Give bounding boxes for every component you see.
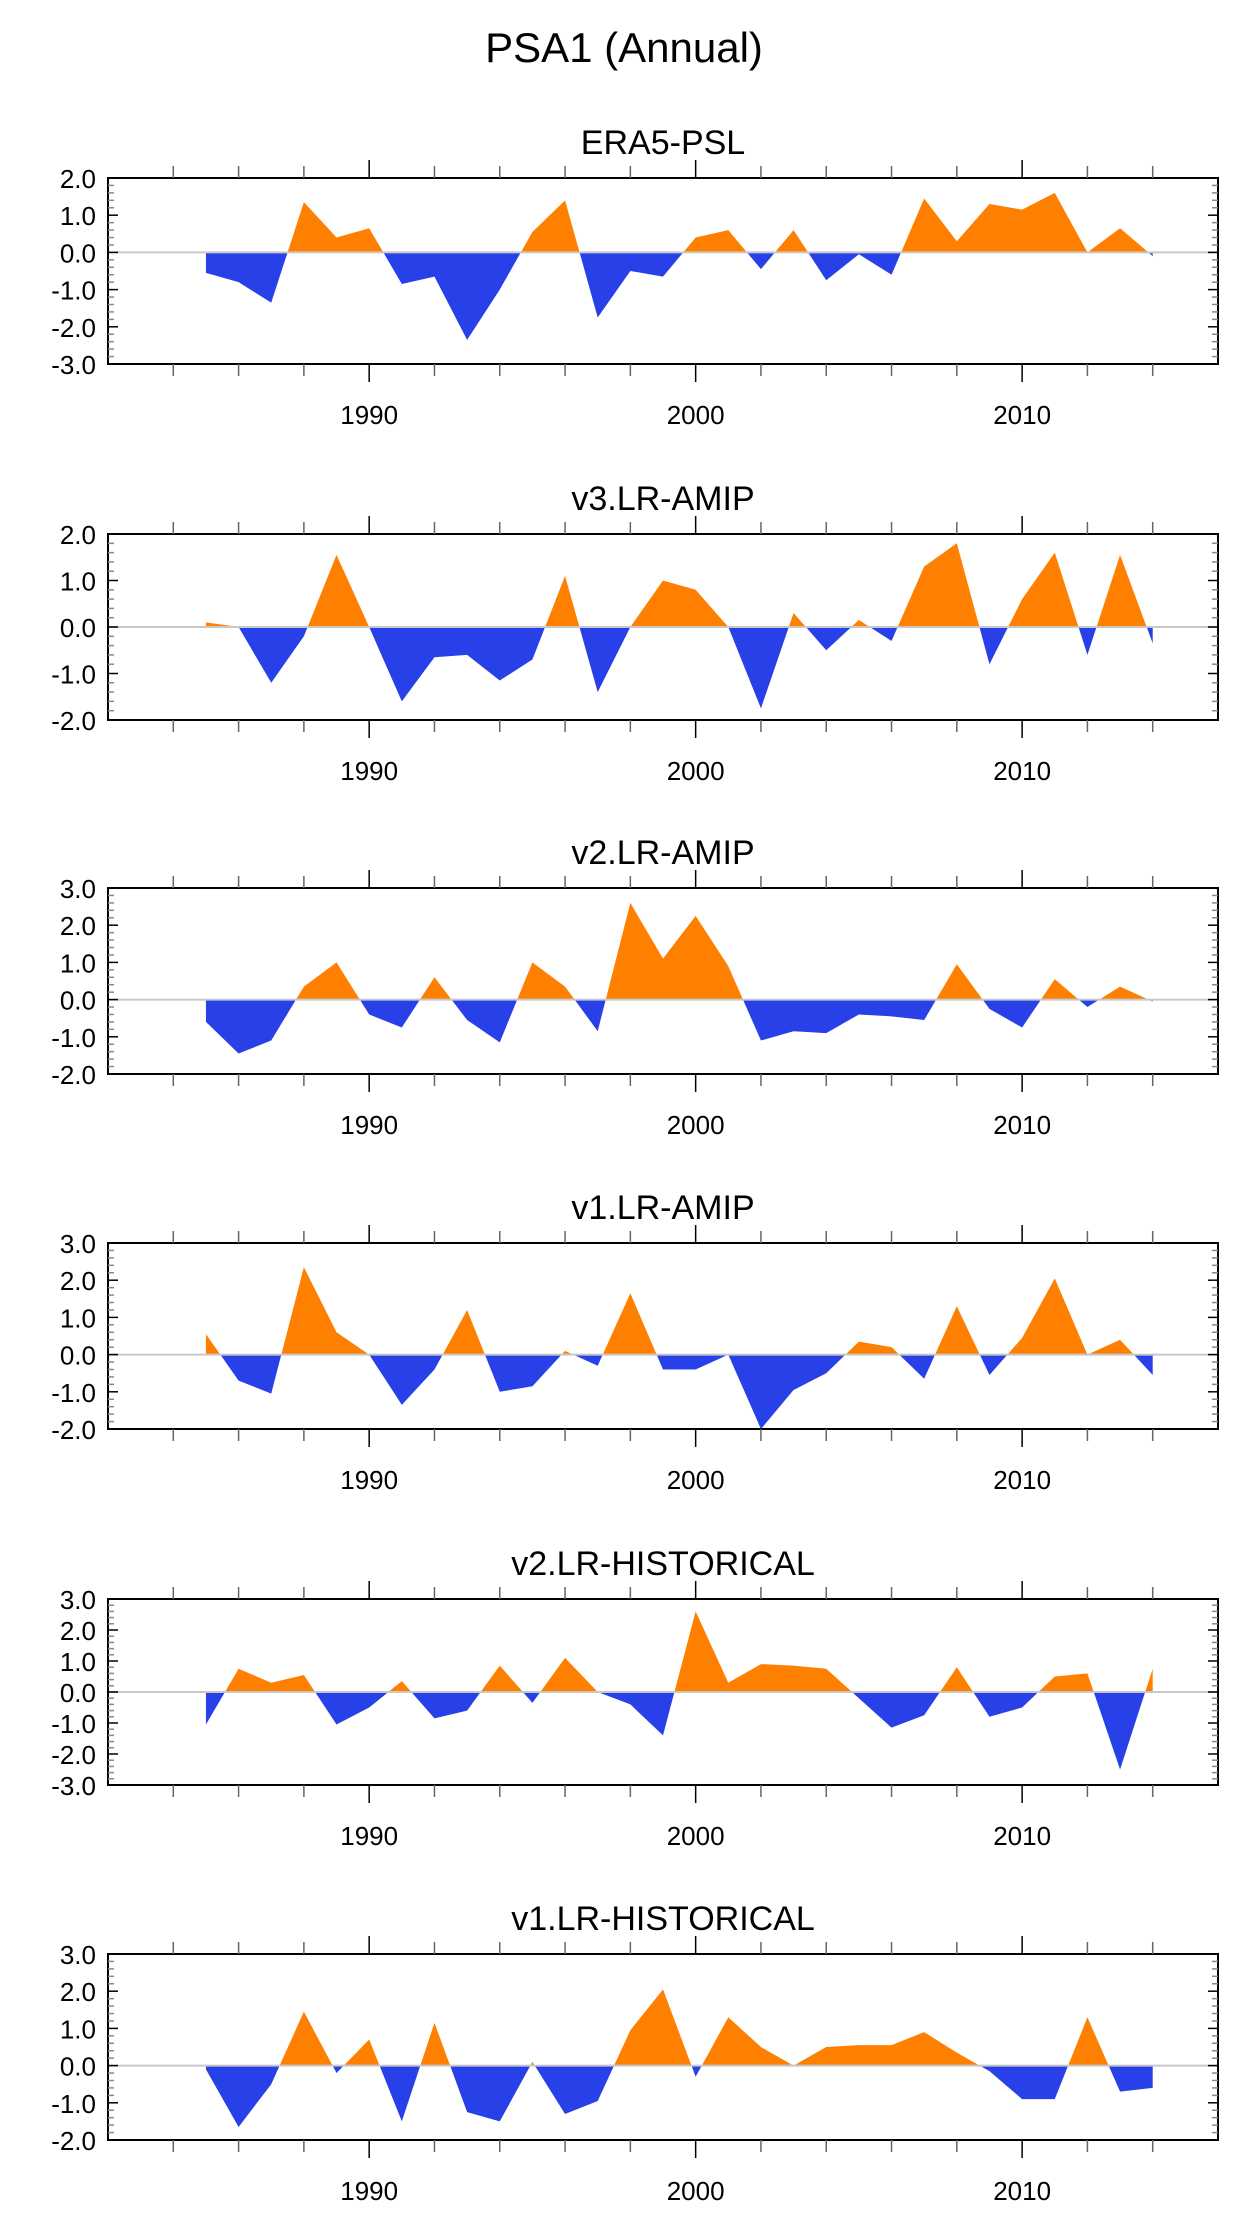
plot-frame: [107, 887, 1219, 1075]
x-tick-label: 2010: [993, 1110, 1051, 1140]
y-tick-label: -2.0: [51, 706, 96, 736]
negative-area: [205, 1354, 1153, 1429]
positive-area: [279, 1989, 1109, 2066]
y-tick-label: 1.0: [60, 2014, 96, 2044]
y-tick-label: 1.0: [60, 948, 96, 978]
y-tick-label: 3.0: [60, 1229, 96, 1259]
y-tick-label: -1.0: [51, 276, 96, 306]
panel-title: v2.LR-HISTORICAL: [511, 1545, 815, 1583]
y-tick-label: 3.0: [60, 1585, 96, 1615]
y-tick-label: -3.0: [51, 350, 96, 380]
y-tick-label: -2.0: [51, 2126, 96, 2156]
plot-frame: [107, 1953, 1219, 2141]
x-tick-label: 1990: [340, 756, 398, 786]
y-tick-label: -2.0: [51, 1415, 96, 1445]
plot-frame: [107, 177, 1219, 365]
x-tick-label: 1990: [340, 2176, 398, 2206]
negative-area: [205, 1692, 1153, 1770]
y-tick-label: 2.0: [60, 1266, 96, 1296]
x-tick-label: 2000: [667, 2176, 725, 2206]
y-tick-label: 0.0: [60, 986, 96, 1016]
y-tick-label: 2.0: [60, 1616, 96, 1646]
y-tick-label: 3.0: [60, 1940, 96, 1970]
panel-0: ERA5-PSL -3.0 -2.0 -1.0 0.0 1.0 2.0 1990 2000 201…: [51, 124, 1219, 430]
y-tick-label: 3.0: [60, 874, 96, 904]
x-tick-label: 2000: [667, 1821, 725, 1851]
panel-title: v2.LR-AMIP: [571, 834, 754, 872]
x-tick-label: 1990: [340, 400, 398, 430]
x-tick-label: 2000: [667, 400, 725, 430]
negative-area: [205, 627, 1153, 709]
positive-area: [205, 192, 1153, 253]
negative-area: [205, 2065, 1153, 2127]
y-tick-label: 1.0: [60, 201, 96, 231]
y-tick-label: 1.0: [60, 567, 96, 597]
x-tick-label: 2000: [667, 1465, 725, 1495]
positive-area: [296, 902, 1149, 1000]
y-tick-label: 1.0: [60, 1303, 96, 1333]
plot-frame: [107, 1242, 1219, 1430]
y-tick-label: 0.0: [60, 1341, 96, 1371]
figure-title: PSA1 (Annual): [485, 24, 763, 71]
panel-title: ERA5-PSL: [581, 124, 745, 162]
panel-title: v1.LR-AMIP: [571, 1189, 754, 1227]
x-tick-label: 2010: [993, 2176, 1051, 2206]
y-tick-label: 2.0: [60, 1977, 96, 2007]
x-tick-label: 1990: [340, 1465, 398, 1495]
y-tick-label: -1.0: [51, 2089, 96, 2119]
negative-area: [205, 999, 1153, 1054]
positive-area: [205, 1267, 1134, 1355]
y-tick-label: 2.0: [60, 911, 96, 941]
x-tick-label: 1990: [340, 1821, 398, 1851]
x-tick-label: 1990: [340, 1110, 398, 1140]
y-tick-label: -2.0: [51, 1060, 96, 1090]
y-tick-label: -1.0: [51, 1378, 96, 1408]
x-tick-label: 2000: [667, 756, 725, 786]
x-tick-label: 2010: [993, 400, 1051, 430]
panel-title: v1.LR-HISTORICAL: [511, 1900, 815, 1938]
negative-area: [205, 252, 1153, 340]
panel-2: v2.LR-AMIP -2.0 -1.0 0.0 1.0 2.0 3.0 1990 2000 20…: [51, 834, 1219, 1140]
y-tick-label: -1.0: [51, 660, 96, 690]
y-tick-label: -3.0: [51, 1771, 96, 1801]
panel-title: v3.LR-AMIP: [571, 480, 754, 518]
y-tick-label: -2.0: [51, 1740, 96, 1770]
y-tick-label: -2.0: [51, 313, 96, 343]
y-tick-label: 0.0: [60, 238, 96, 268]
y-tick-label: -1.0: [51, 1709, 96, 1739]
y-tick-label: 0.0: [60, 613, 96, 643]
positive-area: [205, 1611, 1153, 1692]
y-tick-label: 0.0: [60, 2052, 96, 2082]
y-tick-label: 2.0: [60, 520, 96, 550]
y-tick-label: -1.0: [51, 1023, 96, 1053]
y-tick-label: 0.0: [60, 1678, 96, 1708]
panel-4: v2.LR-HISTORICAL -3.0-2.0-1.00.01.02.03.0…: [51, 1545, 1219, 1851]
x-tick-label: 2000: [667, 1110, 725, 1140]
x-tick-label: 2010: [993, 756, 1051, 786]
positive-area: [205, 543, 1153, 627]
panel-5: v1.LR-HISTORICAL -2.0 -1.0 0.0 1.0 2.0 3.0 1990…: [51, 1900, 1219, 2206]
x-tick-label: 2010: [993, 1465, 1051, 1495]
panel-3: v1.LR-AMIP -2.0 -1.0 0.0 1.0 2.0 3.0 1990 2000 20…: [51, 1189, 1219, 1495]
panel-1: v3.LR-AMIP -2.0 -1.0 0.0 1.0 2.0 1990 2000 2010: [51, 480, 1219, 786]
y-tick-label: 1.0: [60, 1647, 96, 1677]
x-tick-label: 2010: [993, 1821, 1051, 1851]
y-tick-label: 2.0: [60, 164, 96, 194]
